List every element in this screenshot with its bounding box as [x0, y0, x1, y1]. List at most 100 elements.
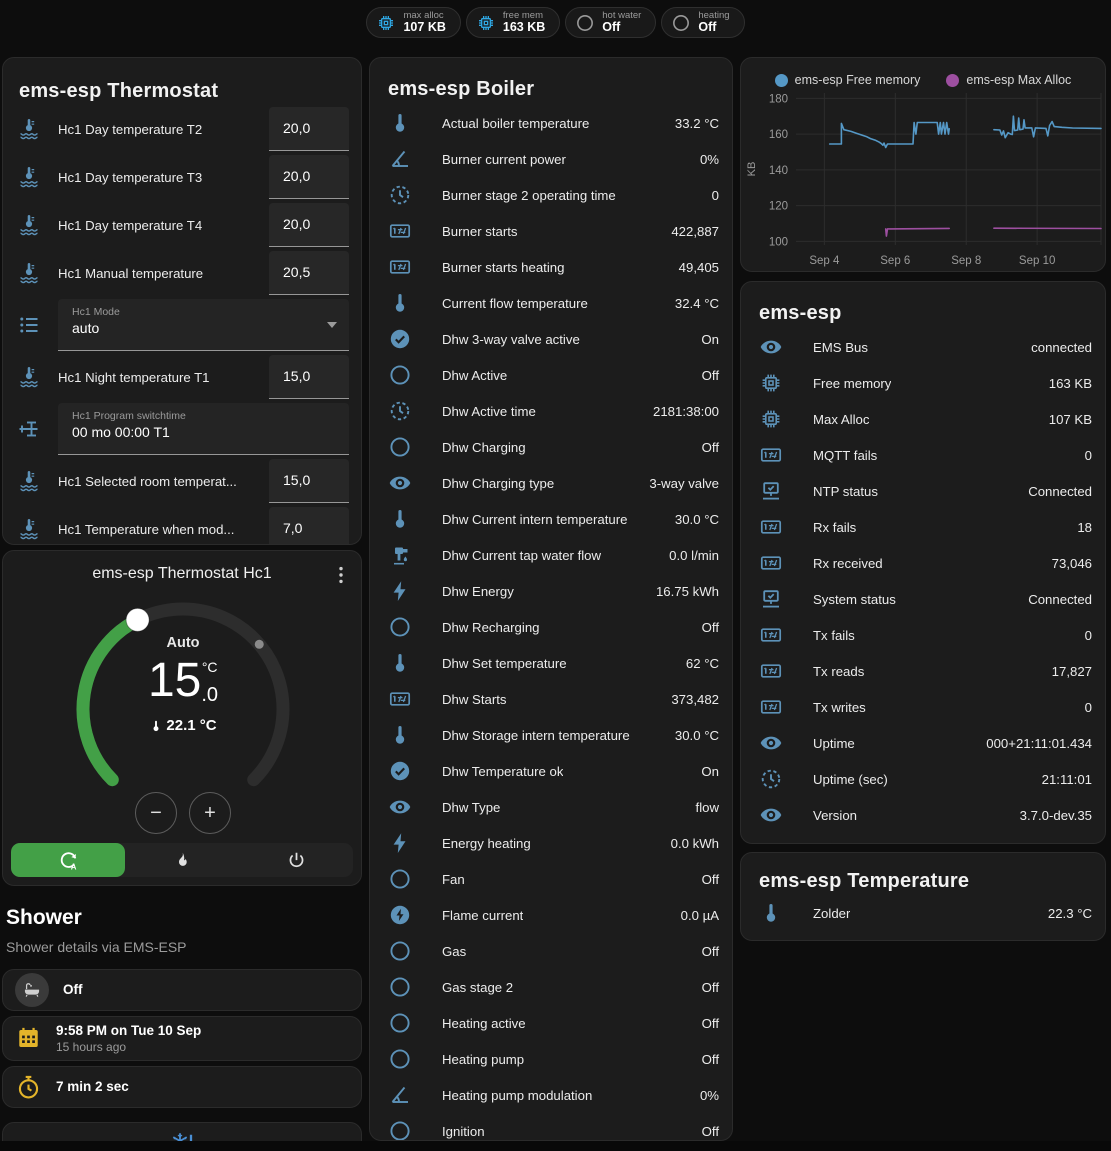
entity-row[interactable]: Free memory 163 KB: [741, 365, 1105, 401]
entity-row[interactable]: Heating pump Off: [370, 1041, 732, 1077]
entity-row[interactable]: Tx fails 0: [741, 617, 1105, 653]
entity-label: Uptime (sec): [813, 771, 888, 787]
entity-row[interactable]: Burner starts 422,887: [370, 213, 732, 249]
entity-row[interactable]: Burner starts heating 49,405: [370, 249, 732, 285]
entity-row[interactable]: Dhw Set temperature 62 °C: [370, 645, 732, 681]
temperature-dial[interactable]: [67, 593, 299, 825]
entity-row[interactable]: Rx received 73,046: [741, 545, 1105, 581]
entity-row[interactable]: Actual boiler temperature 33.2 °C: [370, 105, 732, 141]
entity-value: 49,405: [678, 259, 719, 275]
badge-free-mem[interactable]: free mem 163 KB: [465, 7, 561, 38]
entity-row[interactable]: Uptime (sec) 21:11:01: [741, 761, 1105, 797]
entity-row[interactable]: Dhw Charging Off: [370, 429, 732, 465]
legend-item[interactable]: ems-esp Max Alloc: [946, 73, 1071, 87]
emsesp-panel: ems-esp EMS Bus connected Free memory 163 K…: [740, 281, 1106, 844]
entity-row[interactable]: Gas stage 2 Off: [370, 969, 732, 1005]
entity-row[interactable]: Dhw Charging type 3-way valve: [370, 465, 732, 501]
valve-icon: [17, 417, 41, 441]
entity-label: Dhw Active time: [442, 403, 536, 419]
entity-row[interactable]: Rx fails 18: [741, 509, 1105, 545]
chart-legend: ems-esp Free memory ems-esp Max Alloc: [741, 73, 1105, 87]
entity-row[interactable]: Heating active Off: [370, 1005, 732, 1041]
mode-select[interactable]: Hc1 Mode auto: [58, 299, 349, 351]
entity-row[interactable]: Gas Off: [370, 933, 732, 969]
entity-row[interactable]: Dhw Current intern temperature 30.0 °C: [370, 501, 732, 537]
entity-value: Off: [701, 1051, 719, 1067]
entity-value: 21:11:01: [1041, 771, 1092, 787]
number-input[interactable]: 20,0: [269, 107, 349, 151]
badge-label: hot water: [602, 10, 642, 21]
entity-row[interactable]: Current flow temperature 32.4 °C: [370, 285, 732, 321]
entity-row[interactable]: Ignition Off: [370, 1113, 732, 1140]
field-label: Hc1 Program switchtime: [72, 410, 186, 422]
entity-row[interactable]: Version 3.7.0-dev.35: [741, 797, 1105, 833]
entity-row[interactable]: Dhw Starts 373,482: [370, 681, 732, 717]
entity-row[interactable]: Dhw Active Off: [370, 357, 732, 393]
panel-title: ems-esp Thermostat: [19, 80, 219, 102]
hvac-mode-off[interactable]: [239, 843, 353, 877]
entity-label: Ignition: [442, 1123, 485, 1139]
number-input[interactable]: 20,0: [269, 203, 349, 247]
number-input[interactable]: 15,0: [269, 459, 349, 503]
entity-row[interactable]: Max Alloc 107 KB: [741, 401, 1105, 437]
more-options-icon[interactable]: [329, 563, 353, 587]
entity-row[interactable]: Burner stage 2 operating time 0: [370, 177, 732, 213]
entity-row[interactable]: Fan Off: [370, 861, 732, 897]
entity-row[interactable]: Tx reads 17,827: [741, 653, 1105, 689]
entity-row[interactable]: Heating pump modulation 0%: [370, 1077, 732, 1113]
entity-value: Off: [701, 871, 719, 887]
svg-text:100: 100: [769, 236, 788, 248]
entity-label: Hc1 Day temperature T4: [58, 217, 203, 233]
progress-clock-icon: [388, 399, 412, 423]
entity-label: Dhw 3-way valve active: [442, 331, 580, 347]
entity-row[interactable]: Dhw Type flow: [370, 789, 732, 825]
entity-value: Off: [701, 439, 719, 455]
decrease-temperature-button[interactable]: −: [135, 792, 177, 834]
circle-icon: [388, 435, 412, 459]
entity-row[interactable]: EMS Bus connected: [741, 329, 1105, 365]
entity-row[interactable]: Uptime 000+21:11:01.434: [741, 725, 1105, 761]
entity-row[interactable]: Dhw Storage intern temperature 30.0 °C: [370, 717, 732, 753]
eye-icon: [759, 803, 783, 827]
number-input[interactable]: 20,0: [269, 155, 349, 199]
entity-value: 163 KB: [1048, 375, 1092, 391]
legend-label: ems-esp Free memory: [794, 73, 921, 87]
badge-heating[interactable]: heating Off: [661, 7, 745, 38]
entity-row[interactable]: Dhw Energy 16.75 kWh: [370, 573, 732, 609]
entity-row[interactable]: Energy heating 0.0 kWh: [370, 825, 732, 861]
legend-dot-icon: [774, 73, 788, 87]
entity-row[interactable]: Dhw 3-way valve active On: [370, 321, 732, 357]
svg-text:160: 160: [769, 129, 788, 141]
badge-max-alloc[interactable]: max alloc 107 KB: [366, 7, 461, 38]
legend-item[interactable]: ems-esp Free memory: [774, 73, 921, 87]
entity-row[interactable]: Tx writes 0: [741, 689, 1105, 725]
shower-last-time-card[interactable]: 9:58 PM on Tue 10 Sep 15 hours ago: [2, 1016, 362, 1061]
hvac-mode-auto[interactable]: A: [11, 843, 125, 877]
legend-dot-icon: [946, 73, 960, 87]
badge-value: Off: [602, 20, 621, 34]
increase-temperature-button[interactable]: +: [189, 792, 231, 834]
entity-value: 0.0 µA: [680, 907, 719, 923]
text-input[interactable]: Hc1 Program switchtime 00 mo 00:00 T1: [58, 403, 349, 455]
number-input[interactable]: 20,5: [269, 251, 349, 295]
entity-row[interactable]: Flame current 0.0 µA: [370, 897, 732, 933]
entity-row[interactable]: MQTT fails 0: [741, 437, 1105, 473]
entity-value: 0: [1084, 447, 1092, 463]
entity-row[interactable]: Dhw Recharging Off: [370, 609, 732, 645]
entity-row[interactable]: System status Connected: [741, 581, 1105, 617]
badge-hot-water[interactable]: hot water Off: [565, 7, 657, 38]
entity-row[interactable]: Burner current power 0%: [370, 141, 732, 177]
entity-row[interactable]: NTP status Connected: [741, 473, 1105, 509]
hvac-mode-heat[interactable]: [125, 843, 239, 877]
shower-duration-card[interactable]: 7 min 2 sec: [2, 1066, 362, 1108]
entity-row[interactable]: Dhw Active time 2181:38:00: [370, 393, 732, 429]
shower-state-card[interactable]: Off: [2, 969, 362, 1011]
entity-row[interactable]: Dhw Current tap water flow 0.0 l/min: [370, 537, 732, 573]
number-input[interactable]: 7,0: [269, 507, 349, 544]
entity-row[interactable]: Dhw Temperature ok On: [370, 753, 732, 789]
entity-row[interactable]: Zolder 22.3 °C: [741, 895, 1105, 931]
counter-icon: [759, 623, 783, 647]
svg-text:Sep 8: Sep 8: [951, 255, 981, 267]
number-input[interactable]: 15,0: [269, 355, 349, 399]
entity-value: 62 °C: [685, 655, 719, 671]
